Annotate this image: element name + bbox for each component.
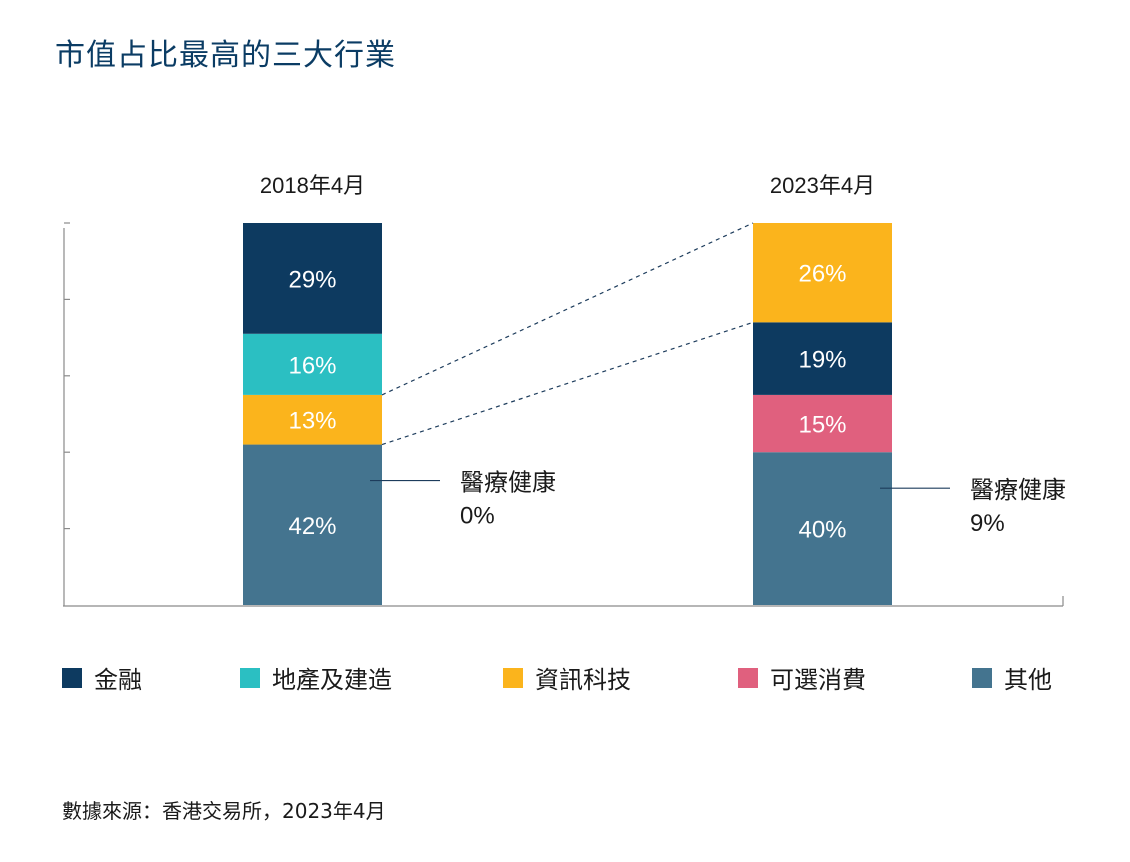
legend-label-other: 其他 bbox=[1004, 666, 1052, 694]
connector-line bbox=[381, 321, 754, 446]
segment-label: 40% bbox=[798, 517, 846, 544]
bar-segment bbox=[243, 394, 382, 445]
legend-label-consumer: 可選消費 bbox=[770, 666, 866, 694]
legend-swatch-it bbox=[503, 667, 523, 688]
legend-swatch-consumer bbox=[738, 667, 758, 688]
legend: 金融 地產及建造 資訊科技 可選消費 其他 bbox=[62, 660, 1072, 694]
bar-segment bbox=[243, 444, 382, 605]
legend-item-it: 資訊科技 bbox=[503, 660, 631, 695]
category-label: 2018年4月 bbox=[260, 173, 365, 198]
bar-segment bbox=[753, 322, 892, 395]
callout-label: 醫療健康 bbox=[970, 477, 1066, 504]
callout-value: 0% bbox=[460, 503, 495, 530]
segment-label: 16% bbox=[288, 352, 336, 379]
chart-title: 市值占比最高的三大行業 bbox=[55, 38, 396, 73]
callout-value: 9% bbox=[970, 510, 1005, 537]
segment-label: 26% bbox=[798, 261, 846, 288]
segment-label: 19% bbox=[798, 347, 846, 374]
segment-label: 15% bbox=[798, 412, 846, 439]
legend-swatch-finance bbox=[62, 667, 82, 688]
legend-item-property: 地產及建造 bbox=[240, 660, 392, 695]
bar-segment bbox=[753, 223, 892, 323]
bar-segment bbox=[243, 223, 382, 334]
connector-line bbox=[381, 222, 754, 396]
bar-segment bbox=[753, 394, 892, 453]
legend-label-property: 地產及建造 bbox=[272, 666, 392, 694]
chart-canvas: 2018年4月 42% 13% 16% 29% 醫療健康 0% 2023年4月 40% 15% 19… bbox=[63, 173, 1066, 607]
bar-segment bbox=[243, 333, 382, 395]
legend-item-other: 其他 bbox=[972, 660, 1052, 695]
legend-label-finance: 金融 bbox=[94, 666, 142, 694]
legend-swatch-other bbox=[972, 667, 992, 688]
bar-segment bbox=[753, 452, 892, 605]
legend-swatch-property bbox=[240, 667, 260, 688]
source-note: 數據來源：香港交易所，2023年4月 bbox=[62, 799, 386, 823]
callout-label: 醫療健康 bbox=[460, 470, 556, 497]
segment-label: 13% bbox=[288, 408, 336, 435]
legend-item-consumer: 可選消費 bbox=[738, 660, 866, 695]
legend-item-finance: 金融 bbox=[62, 660, 142, 695]
segment-label: 29% bbox=[288, 266, 336, 293]
legend-label-it: 資訊科技 bbox=[535, 666, 631, 694]
segment-label: 42% bbox=[288, 513, 336, 540]
category-label: 2023年4月 bbox=[770, 173, 875, 198]
